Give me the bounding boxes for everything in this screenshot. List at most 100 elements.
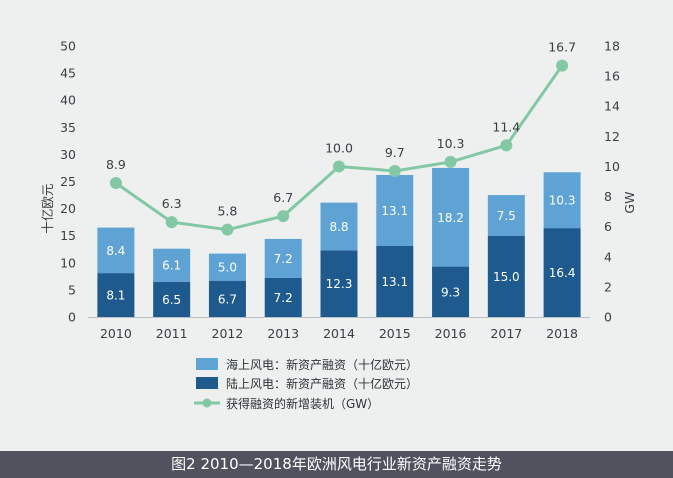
capacity-point-label: 9.7	[385, 145, 405, 160]
bar-offshore	[376, 174, 414, 246]
right-y-axis-title: GW	[622, 192, 637, 214]
capacity-point	[277, 210, 290, 223]
x-tick-label: 2016	[435, 326, 467, 341]
y-tick-label: 0	[68, 310, 76, 325]
x-tick-label: 2018	[546, 326, 578, 341]
x-tick-label: 2012	[212, 326, 244, 341]
bar-label-offshore: 5.0	[218, 261, 237, 275]
x-tick-label: 2013	[267, 326, 299, 341]
legend-swatch-capacity-marker	[202, 398, 212, 408]
bar-onshore	[432, 266, 470, 317]
y-tick-label: 30	[60, 147, 76, 162]
legend-swatch-offshore	[196, 358, 218, 370]
bar-label-onshore: 9.3	[441, 285, 460, 299]
bar-label-onshore: 12.3	[326, 277, 353, 291]
bar-onshore	[487, 235, 525, 317]
bar-offshore	[97, 227, 135, 274]
capacity-point	[500, 139, 513, 152]
capacity-point	[221, 223, 234, 236]
y-tick-label: 45	[60, 66, 76, 81]
bar-label-onshore: 8.1	[106, 289, 125, 303]
bar-label-onshore: 15.0	[493, 270, 520, 284]
y-tick-label: 5	[68, 282, 76, 297]
bar-onshore	[376, 245, 414, 317]
x-tick-label: 2015	[379, 326, 411, 341]
y-tick-label: 20	[60, 201, 76, 216]
bar-label-onshore: 7.2	[274, 291, 293, 305]
legend-label-capacity: 获得融资的新增装机（GW）	[226, 396, 379, 411]
y2-tick-label: 0	[604, 310, 612, 325]
bar-label-onshore: 16.4	[549, 266, 576, 280]
legend-label-offshore: 海上风电：新资产融资（十亿欧元）	[226, 357, 418, 372]
y-tick-label: 10	[60, 255, 76, 270]
capacity-point	[165, 216, 178, 229]
bar-onshore	[264, 277, 302, 317]
capacity-point	[388, 164, 401, 177]
bar-label-onshore: 6.5	[162, 293, 181, 307]
x-axis-ticks: 2010 2011 2012 2013 2014 2015 2016 2017 2018	[100, 326, 578, 341]
capacity-point-label: 6.7	[273, 190, 293, 205]
x-tick-label: 2010	[100, 326, 132, 341]
bar-label-offshore: 6.1	[162, 259, 181, 273]
bar-label-offshore: 8.4	[106, 244, 125, 258]
capacity-point-label: 5.8	[217, 204, 237, 219]
x-tick-label: 2014	[323, 326, 355, 341]
y-tick-label: 25	[60, 174, 76, 189]
y2-tick-label: 6	[604, 219, 612, 234]
bar-onshore	[97, 273, 135, 317]
bar-label-onshore: 13.1	[381, 275, 408, 289]
y-tick-label: 35	[60, 120, 76, 135]
capacity-point	[556, 59, 569, 72]
y2-tick-label: 18	[604, 39, 620, 54]
bar-offshore	[264, 238, 302, 278]
capacity-point	[444, 155, 457, 168]
installed-capacity-line: 8.9 6.3 5.8 6.7 10.0 9.7 10.3 11.4 16.7	[106, 40, 576, 236]
left-y-axis-title: 十亿欧元	[40, 184, 55, 234]
bar-offshore	[153, 248, 191, 282]
bar-offshore	[320, 202, 358, 251]
legend-label-onshore: 陆上风电：新资产融资（十亿欧元）	[226, 376, 418, 391]
bar-label-offshore: 7.5	[497, 209, 516, 223]
y-tick-label: 15	[60, 228, 76, 243]
bars: 8.1 8.4 6.5 6.1 6.7 5.0 7.2 7.2 12.3 8.8 13.1 13.1 9…	[97, 167, 581, 317]
bar-onshore	[543, 228, 581, 317]
bar-label-offshore: 8.8	[329, 220, 348, 234]
bar-label-offshore: 18.2	[437, 211, 464, 225]
y-tick-label: 50	[60, 39, 76, 54]
capacity-point-label: 10.0	[325, 140, 353, 155]
y-tick-label: 40	[60, 93, 76, 108]
bar-label-offshore: 7.2	[274, 252, 293, 266]
chart: 0 5 10 15 20 25 30 35 40 45 50 0 2 4 6 8 10 12 14 16 18 十亿欧…	[40, 39, 637, 412]
bar-offshore	[487, 195, 525, 236]
bar-label-offshore: 10.3	[549, 194, 576, 208]
y2-tick-label: 8	[604, 189, 612, 204]
x-tick-label: 2017	[490, 326, 522, 341]
capacity-point-label: 16.7	[548, 40, 576, 55]
y2-tick-label: 12	[604, 129, 620, 144]
capacity-point	[333, 160, 345, 173]
legend: 海上风电：新资产融资（十亿欧元） 陆上风电：新资产融资（十亿欧元） 获得融资的新…	[194, 357, 418, 411]
capacity-point-label: 10.3	[437, 136, 465, 151]
bar-label-onshore: 6.7	[218, 292, 237, 306]
y2-tick-label: 10	[604, 159, 620, 174]
y2-tick-label: 4	[604, 249, 612, 264]
bar-offshore	[208, 253, 246, 281]
left-y-axis-ticks: 0 5 10 15 20 25 30 35 40 45 50	[60, 39, 76, 325]
bar-label-offshore: 13.1	[381, 204, 408, 218]
y2-tick-label: 16	[604, 69, 620, 84]
capacity-point	[109, 177, 122, 190]
bar-offshore	[432, 167, 470, 267]
y2-tick-label: 14	[604, 99, 620, 114]
capacity-point-label: 8.9	[106, 157, 126, 172]
capacity-point-label: 11.4	[492, 119, 520, 134]
x-tick-label: 2011	[156, 326, 188, 341]
capacity-point-label: 6.3	[162, 196, 182, 211]
bar-onshore	[320, 250, 358, 317]
bar-offshore	[543, 172, 581, 229]
figure-caption: 图2 2010—2018年欧洲风电行业新资产融资走势	[0, 451, 673, 478]
y2-tick-label: 2	[604, 279, 612, 294]
bar-onshore	[153, 281, 191, 317]
legend-swatch-onshore	[196, 377, 218, 389]
right-y-axis-ticks: 0 2 4 6 8 10 12 14 16 18	[604, 39, 620, 325]
bar-onshore	[208, 280, 246, 317]
